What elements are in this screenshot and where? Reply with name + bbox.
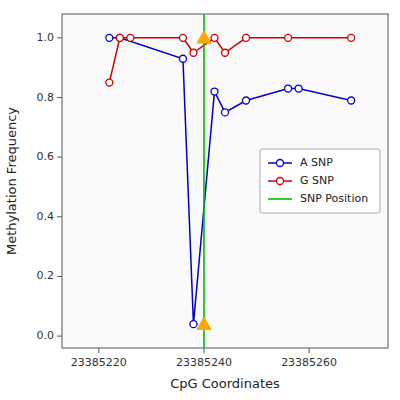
legend: A SNP G SNP SNP Position [260,149,380,213]
tick-label: 0.2 [37,269,55,282]
point [243,97,250,104]
tick-label: 0.8 [37,91,55,104]
point [348,97,355,104]
series-line [109,38,351,324]
tick-label: 0.6 [37,150,55,163]
legend-label: G SNP [300,174,334,187]
point [348,34,355,41]
plot-background [62,14,388,348]
markers [106,31,355,330]
legend-swatch-marker [277,160,284,167]
point [179,55,186,62]
point [190,49,197,56]
series-line [109,38,351,83]
point [179,34,186,41]
x-axis-label: CpG Coordinates [170,376,280,391]
tick [57,37,62,38]
tick-label: 23385240 [176,356,232,369]
tick [203,348,204,353]
point [243,34,250,41]
tick-label: 23385220 [71,356,127,369]
point [127,34,134,41]
plot-frame [62,14,388,348]
y-axis-label: Methylation Frequency [4,107,19,255]
tick [98,348,99,353]
legend-swatch [268,198,292,200]
tick [57,276,62,277]
point [211,34,218,41]
tick-label: 0.4 [37,210,55,223]
triangle-marker [197,317,211,329]
legend-label: A SNP [300,156,333,169]
triangle-marker [197,31,211,43]
lines [109,14,351,348]
point [116,34,123,41]
tick [57,97,62,98]
tick-label: 23385260 [281,356,337,369]
plot-area [106,14,355,348]
point [285,85,292,92]
point [222,49,229,56]
tick-label: 1.0 [37,31,55,44]
point [116,34,123,41]
point [106,34,113,41]
point [222,109,229,116]
legend-label: SNP Position [300,192,368,205]
point [106,79,113,86]
axes: 0.0 0.2 0.4 0.6 0.8 1.0 23385220 23385240 233852… [37,14,389,369]
point [190,321,197,328]
tick [57,216,62,217]
snp-line [203,14,205,348]
tick [57,336,62,337]
tick [309,348,310,353]
point [285,34,292,41]
tick [57,157,62,158]
point [211,88,218,95]
legend-box [260,149,380,213]
tick-label: 0.0 [37,329,55,342]
point [295,85,302,92]
legend-swatch-marker [277,178,284,185]
chart: 0.0 0.2 0.4 0.6 0.8 1.0 23385220 23385240 233852… [0,0,400,400]
